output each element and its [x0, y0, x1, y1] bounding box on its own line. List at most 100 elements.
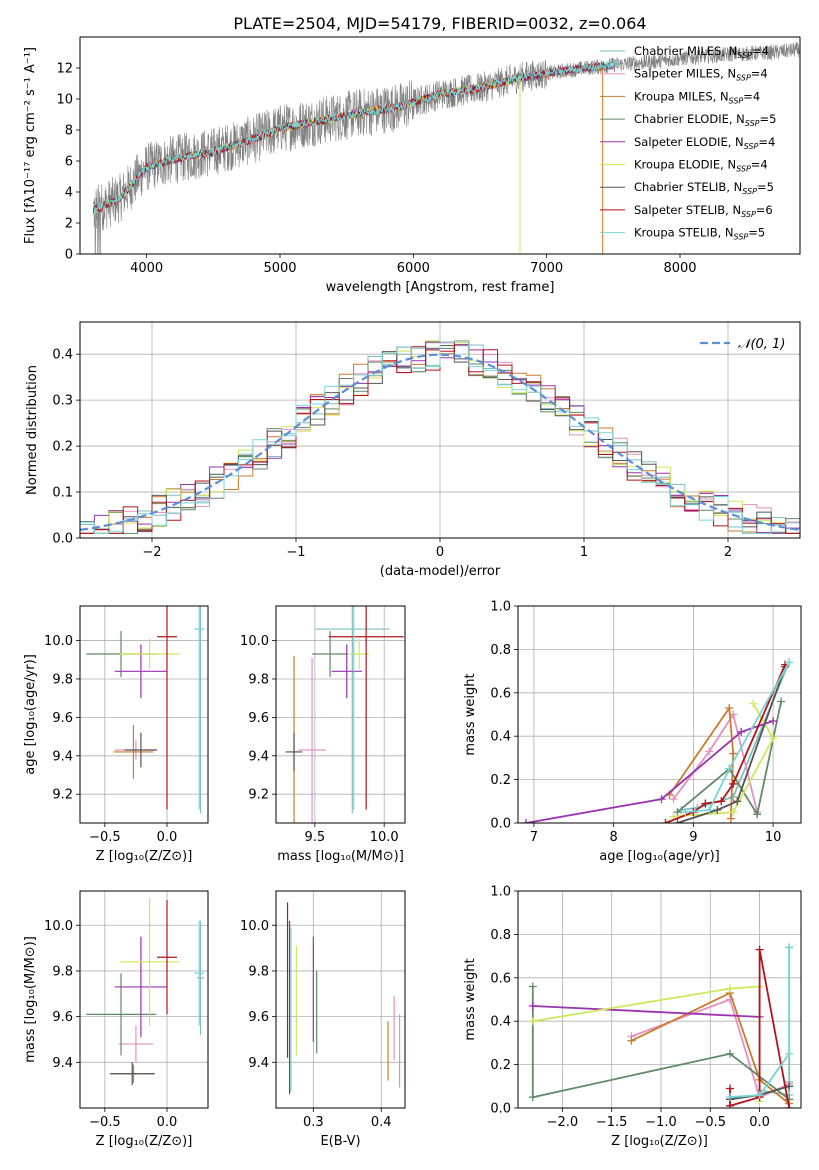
- y-tick-label: 10.0: [44, 634, 73, 649]
- y-tick-label: 9.8: [248, 672, 269, 687]
- mass-vs-metallicity-panel: −0.5 0.0 9.4 9.6 9.8 10.0 Z [log₁₀(Z/Z⊙)] mass …: [23, 890, 209, 1149]
- y-tick-label: 0.0: [490, 817, 511, 832]
- y-tick-label: 2: [65, 217, 73, 232]
- axes-frame: [79, 890, 209, 1109]
- weight-point-marker: [726, 1101, 735, 1108]
- weight-point-marker: [769, 717, 778, 726]
- y-tick-label: 9.6: [248, 1010, 269, 1025]
- y-tick-label: 0.4: [52, 348, 73, 363]
- x-tick-label: 5000: [263, 261, 296, 276]
- weight-vs-age-panel: 7 8 9 10 0.0 0.2 0.4 0.6 0.8 1.0 age [log₁₀(age/yr…: [463, 600, 802, 864]
- legend-entry: 𝒩(0, 1): [738, 337, 785, 352]
- axes-frame: [79, 321, 801, 539]
- x-axis-label: Z [log₁₀(Z/Z⊙)]: [96, 849, 193, 864]
- y-axis-label: mass weight: [463, 673, 478, 755]
- x-axis-label: wavelength [Angstrom, rest frame]: [326, 280, 555, 295]
- legend-subscript: SSP: [737, 51, 752, 60]
- y-tick-label: 10.0: [240, 634, 269, 649]
- weight-point-marker: [729, 808, 738, 817]
- y-tick-label: 0.2: [490, 773, 511, 788]
- y-tick-label: 8: [65, 124, 73, 139]
- legend-value: =4: [758, 135, 775, 149]
- weight-point-marker: [705, 747, 714, 756]
- model-spectrum-line: [92, 60, 621, 212]
- x-tick-label: 0.3: [303, 1115, 324, 1130]
- axes-frame: [275, 605, 406, 824]
- weight-point-marker: [777, 697, 786, 706]
- y-tick-label: 9.2: [248, 788, 269, 803]
- plot-area: [286, 902, 401, 1095]
- y-tick-label: 0.3: [52, 394, 73, 409]
- weight-point-marker: [681, 808, 690, 817]
- weight-point-marker: [733, 797, 742, 806]
- weight-point-marker: [521, 819, 530, 823]
- y-tick-label: 10.0: [44, 919, 73, 934]
- weight-point-marker: [729, 779, 738, 788]
- y-tick-label: 0.6: [490, 686, 511, 701]
- y-tick-label: 9.6: [52, 711, 73, 726]
- x-tick-label: −1.0: [645, 1115, 677, 1130]
- weight-point-marker: [725, 764, 734, 773]
- x-tick-label: 1: [580, 545, 588, 560]
- weight-point-marker: [673, 808, 682, 817]
- weight-point-marker: [669, 795, 678, 804]
- weight-point-marker: [673, 819, 682, 823]
- weight-series-line: [525, 720, 774, 823]
- y-tick-label: 0.2: [490, 1058, 511, 1073]
- y-tick-label: 9.8: [52, 672, 73, 687]
- y-tick-label: 9.4: [52, 1056, 73, 1071]
- weight-point-marker: [755, 1090, 764, 1099]
- legend-value: =5: [757, 180, 774, 194]
- weight-series-line: [672, 712, 759, 813]
- legend-entry: Chabrier ELODIE, NSSP=5: [634, 112, 776, 128]
- axes-frame: [275, 890, 406, 1109]
- y-tick-label: 0.4: [490, 1015, 511, 1030]
- weight-point-marker: [726, 1093, 735, 1102]
- weight-point-marker: [737, 727, 746, 736]
- model-spectrum-line: [93, 60, 614, 215]
- gaussian-curve: [80, 353, 800, 531]
- y-tick-label: 0.0: [52, 532, 73, 547]
- legend-entry: Salpeter STELIB, NSSP=6: [634, 203, 773, 219]
- weight-point-marker: [726, 1084, 735, 1093]
- model-spectrum-line: [92, 61, 603, 213]
- weight-point-marker: [785, 1049, 794, 1058]
- x-tick-label: 4000: [130, 261, 163, 276]
- y-tick-label: 10.0: [240, 919, 269, 934]
- figure-title: PLATE=2504, MJD=54179, FIBERID=0032, z=0…: [233, 14, 646, 33]
- legend-value: =5: [760, 112, 777, 126]
- x-tick-label: 0: [436, 545, 444, 560]
- weight-series-line: [532, 1005, 760, 1018]
- plot-area: [521, 658, 794, 823]
- axes-frame: [79, 605, 209, 824]
- x-axis-label: mass [log₁₀(M/M⊙)]: [277, 849, 404, 864]
- legend-value: =4: [752, 44, 769, 58]
- y-tick-label: 9.2: [52, 788, 73, 803]
- weight-point-marker: [785, 1082, 794, 1091]
- weight-series-line: [532, 985, 761, 1102]
- y-axis-label: Normed distribution: [25, 365, 40, 495]
- x-axis-label: (data-model)/error: [380, 564, 501, 579]
- weight-point-marker: [713, 805, 722, 814]
- legend-entry: Kroupa STELIB, NSSP=5: [634, 226, 765, 242]
- weight-point-marker: [528, 1093, 537, 1102]
- y-tick-label: 6: [65, 155, 73, 170]
- y-tick-label: 0.1: [52, 486, 73, 501]
- weight-point-marker: [725, 703, 734, 712]
- weight-point-marker: [785, 658, 794, 667]
- y-tick-label: 9.4: [248, 1056, 269, 1071]
- model-spectrum-line: [92, 64, 603, 214]
- x-tick-label: 10: [765, 830, 782, 845]
- y-tick-label: 10: [56, 93, 73, 108]
- legend-value: =5: [748, 226, 765, 240]
- weight-point-marker: [729, 792, 738, 801]
- y-tick-label: 9.6: [52, 1010, 73, 1025]
- y-tick-label: 9.4: [248, 749, 269, 764]
- x-tick-label: 9.5: [304, 830, 325, 845]
- weight-point-marker: [661, 819, 670, 823]
- weight-point-marker: [657, 795, 666, 804]
- y-tick-label: 4: [65, 186, 73, 201]
- legend-subscript: SSP: [745, 119, 760, 128]
- weight-vs-metallicity-panel: −2.0 −1.5 −1.0 −0.5 0.0 0.0 0.2 0.4 0.6 0.8 1.0 Z […: [463, 885, 802, 1149]
- x-tick-label: 10.0: [370, 830, 399, 845]
